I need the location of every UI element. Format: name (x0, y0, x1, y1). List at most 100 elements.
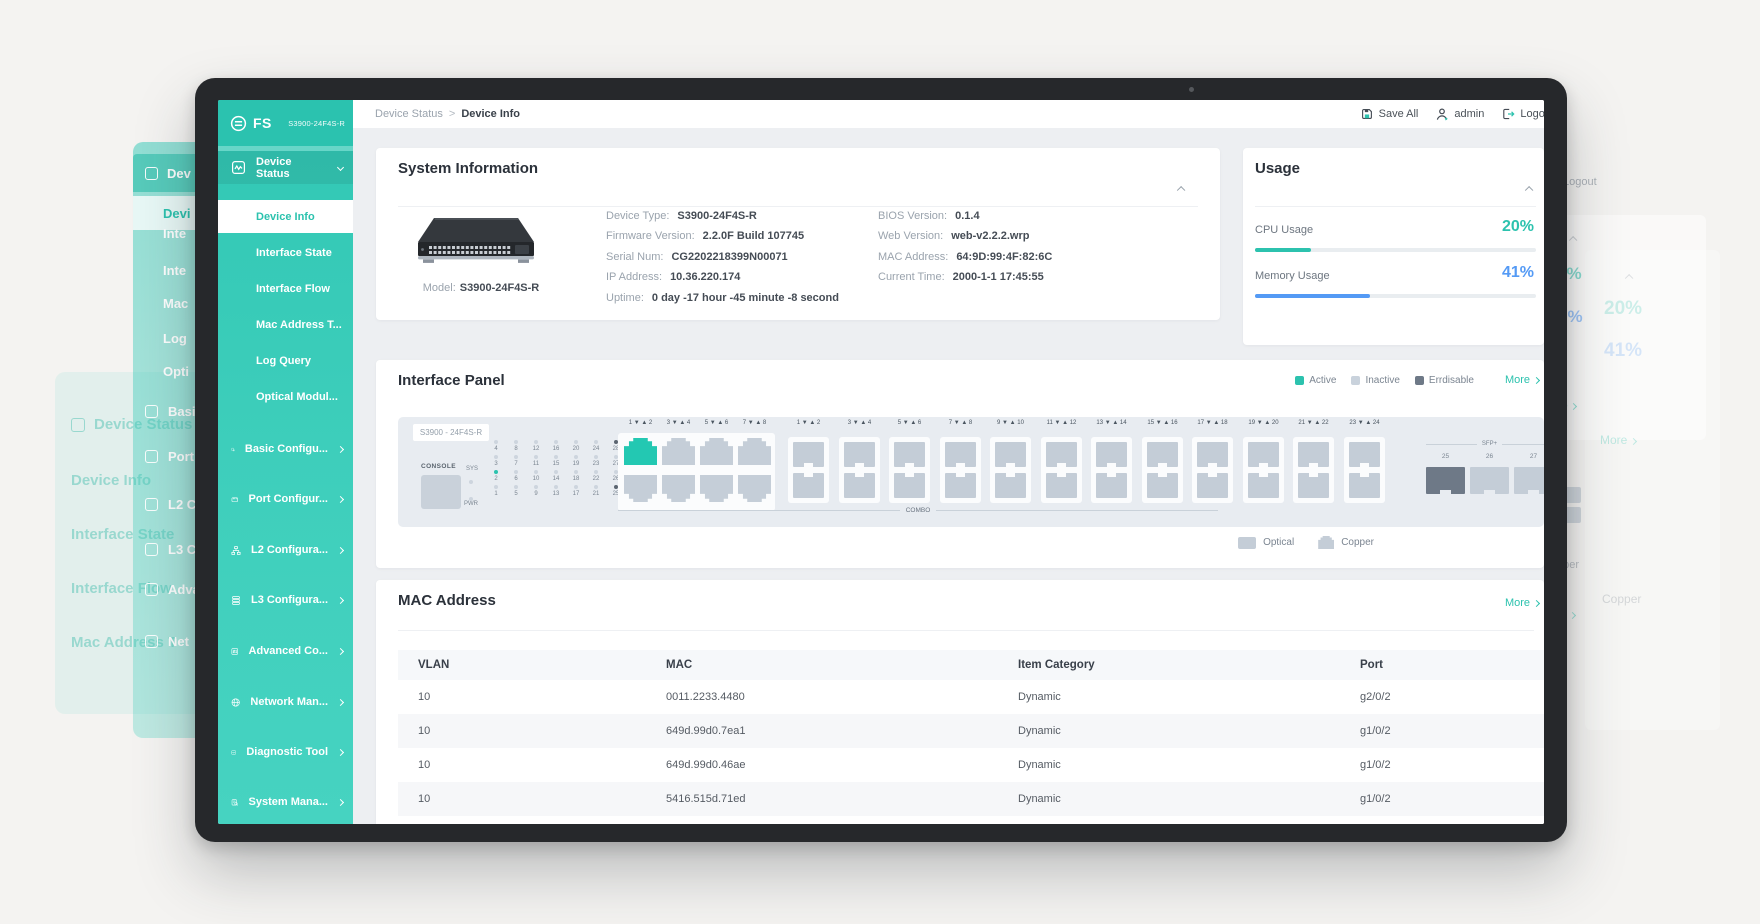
sidebar-item-mac-address-table[interactable]: Mac Address T... (256, 318, 342, 331)
sidebar-item-log-query[interactable]: Log Query (256, 354, 312, 367)
sfp-port-20[interactable] (1248, 473, 1279, 498)
ghost-menu-item: L2 C (133, 497, 255, 512)
ghost-menu-item: Adva (133, 582, 255, 597)
user-menu[interactable]: admin (1435, 107, 1484, 121)
copper-port-2[interactable] (624, 475, 657, 502)
sfp-port-24[interactable] (1349, 473, 1380, 498)
sfp-port-21[interactable] (1298, 442, 1329, 467)
copper-port-8[interactable] (738, 475, 771, 502)
sfp-port-22[interactable] (1298, 473, 1329, 498)
port-pair-label: 15 ▼ ▲ 16 (1147, 420, 1178, 426)
sidebar-item-interface-flow[interactable]: Interface Flow (256, 282, 330, 295)
sfp-port-5[interactable] (894, 442, 925, 467)
sidebar-item-l2-configuration[interactable]: L2 Configura... (218, 530, 353, 570)
copper-port-6[interactable] (700, 475, 733, 502)
sfp-port-10[interactable] (995, 473, 1026, 498)
led-number-row: 3 7 11 15 19 23 27 (494, 461, 620, 467)
sfp-plus-port-27[interactable] (1514, 467, 1544, 494)
usage-card: Usage CPU Usage 20% Memory Usage 41% (1243, 148, 1544, 345)
sidebar-item-network-management[interactable]: Network Man... (218, 682, 353, 722)
table-row[interactable]: 10 5416.515d.71ed Dynamic g1/0/2 (398, 782, 1544, 816)
table-row[interactable]: 10 649d.99d0.46ae Dynamic g1/0/2 (418, 759, 1391, 771)
copper-port-1-active[interactable] (624, 438, 657, 465)
combo-label: COMBO (905, 507, 931, 514)
copper-port-5[interactable] (700, 438, 733, 465)
table-row[interactable]: 10 0011.2233.4480 Dynamic g2/0/2 (418, 691, 1391, 703)
sidebar-item-system-management[interactable]: System Mana... (218, 782, 353, 822)
logout-icon (1503, 108, 1515, 120)
sfp-port-2[interactable] (793, 473, 824, 498)
led-errdisable (614, 440, 618, 444)
sfp-port-7[interactable] (945, 442, 976, 467)
copper-port-7[interactable] (738, 438, 771, 465)
legend-copper: Copper (1318, 536, 1374, 549)
sidebar-item-port-configuration[interactable]: Port Configur... (218, 479, 353, 519)
cpu-usage-label: CPU Usage (1255, 224, 1314, 236)
sfp-port-13[interactable] (1096, 442, 1127, 467)
memory-usage-label: Memory Usage (1255, 270, 1330, 282)
l2-icon (145, 498, 158, 511)
sfp-port-14[interactable] (1096, 473, 1127, 498)
topbar: Device Status > Device Info Save All (353, 100, 1544, 128)
sfp-port-19[interactable] (1248, 442, 1279, 467)
sidebar-item-interface-state[interactable]: Interface State (256, 246, 332, 259)
mac-more-link[interactable]: More (1505, 597, 1541, 609)
copper-port-3[interactable] (662, 438, 695, 465)
device-model-badge: S3900-24F4S-R (288, 118, 345, 128)
sfp-port-17[interactable] (1197, 442, 1228, 467)
sfp-pair-19-20 (1243, 437, 1284, 503)
sfp-plus-port-25-errdisable[interactable] (1426, 467, 1465, 494)
sfp-port-11[interactable] (1046, 442, 1077, 467)
ghost-faint-item: Device Info (71, 472, 152, 489)
column-header-mac[interactable]: MAC (666, 659, 693, 671)
console-port (421, 475, 461, 509)
sfp-port-18[interactable] (1197, 473, 1228, 498)
sidebar-item-basic-configuration[interactable]: Basic Configu... (218, 429, 353, 469)
sfp-pair-11-12 (1041, 437, 1082, 503)
divider (1255, 206, 1536, 207)
logout-button[interactable]: Logout (1501, 107, 1544, 121)
sidebar-item-optical-module[interactable]: Optical Modul... (256, 390, 338, 403)
sidebar-item-diagnostic-tool[interactable]: Diagnostic Tool (218, 732, 353, 772)
column-header-port[interactable]: Port (1360, 659, 1383, 671)
sfp-port-6[interactable] (894, 473, 925, 498)
basic-config-icon (231, 447, 235, 451)
copper-port-4[interactable] (662, 475, 695, 502)
sfp-port-3[interactable] (844, 442, 875, 467)
sfp-port-12[interactable] (1046, 473, 1077, 498)
collapse-button[interactable] (1176, 180, 1186, 198)
field-web-version: Web Version: web-v2.2.2.wrp (878, 230, 1030, 242)
sidebar-item-advanced-configuration[interactable]: Advanced Co... (218, 631, 353, 671)
sfp-plus-port-26[interactable] (1470, 467, 1509, 494)
sfp-port-16[interactable] (1147, 473, 1178, 498)
chevron-right-icon (336, 495, 345, 503)
save-all-button[interactable]: Save All (1360, 107, 1418, 121)
sfp-port-4[interactable] (844, 473, 875, 498)
port-pair-label: 13 ▼ ▲ 14 (1096, 420, 1127, 426)
sidebar-item-l3-configuration[interactable]: L3 Configura... (218, 580, 353, 620)
ghost-logout-label: Logout (1563, 176, 1597, 188)
legend-active: Active (1295, 375, 1336, 386)
sfp-port-1[interactable] (793, 442, 824, 467)
interface-more-link[interactable]: More (1505, 374, 1541, 386)
sfp-port-23[interactable] (1349, 442, 1380, 467)
breadcrumb-section[interactable]: Device Status (375, 108, 443, 120)
sidebar-item-device-status[interactable]: Device Status (218, 151, 353, 184)
sfp-port-8[interactable] (945, 473, 976, 498)
column-header-vlan[interactable]: VLAN (418, 659, 450, 671)
port-pair-label: 3 ▼ ▲ 4 (847, 420, 872, 426)
port-pair-label: 23 ▼ ▲ 24 (1349, 420, 1380, 426)
cpu-usage-value: 20% (1501, 218, 1534, 235)
ghost-cpu-echo: 20% (1604, 298, 1643, 319)
table-row[interactable]: 10 649d.99d0.7ea1 Dynamic g1/0/2 (398, 714, 1544, 748)
port-pair-label: 19 ▼ ▲ 20 (1248, 420, 1279, 426)
sfp-port-9[interactable] (995, 442, 1026, 467)
led-dot-row (486, 483, 626, 490)
brand-logo-text: FS (253, 115, 272, 131)
collapse-button[interactable] (1524, 180, 1534, 198)
column-header-item-category[interactable]: Item Category (1018, 659, 1095, 671)
field-firmware-version: Firmware Version: 2.2.0F Build 107745 (606, 230, 805, 242)
sfp-port-15[interactable] (1147, 442, 1178, 467)
port-config-icon (231, 497, 238, 502)
sidebar-item-device-info[interactable]: Device Info (218, 200, 353, 233)
